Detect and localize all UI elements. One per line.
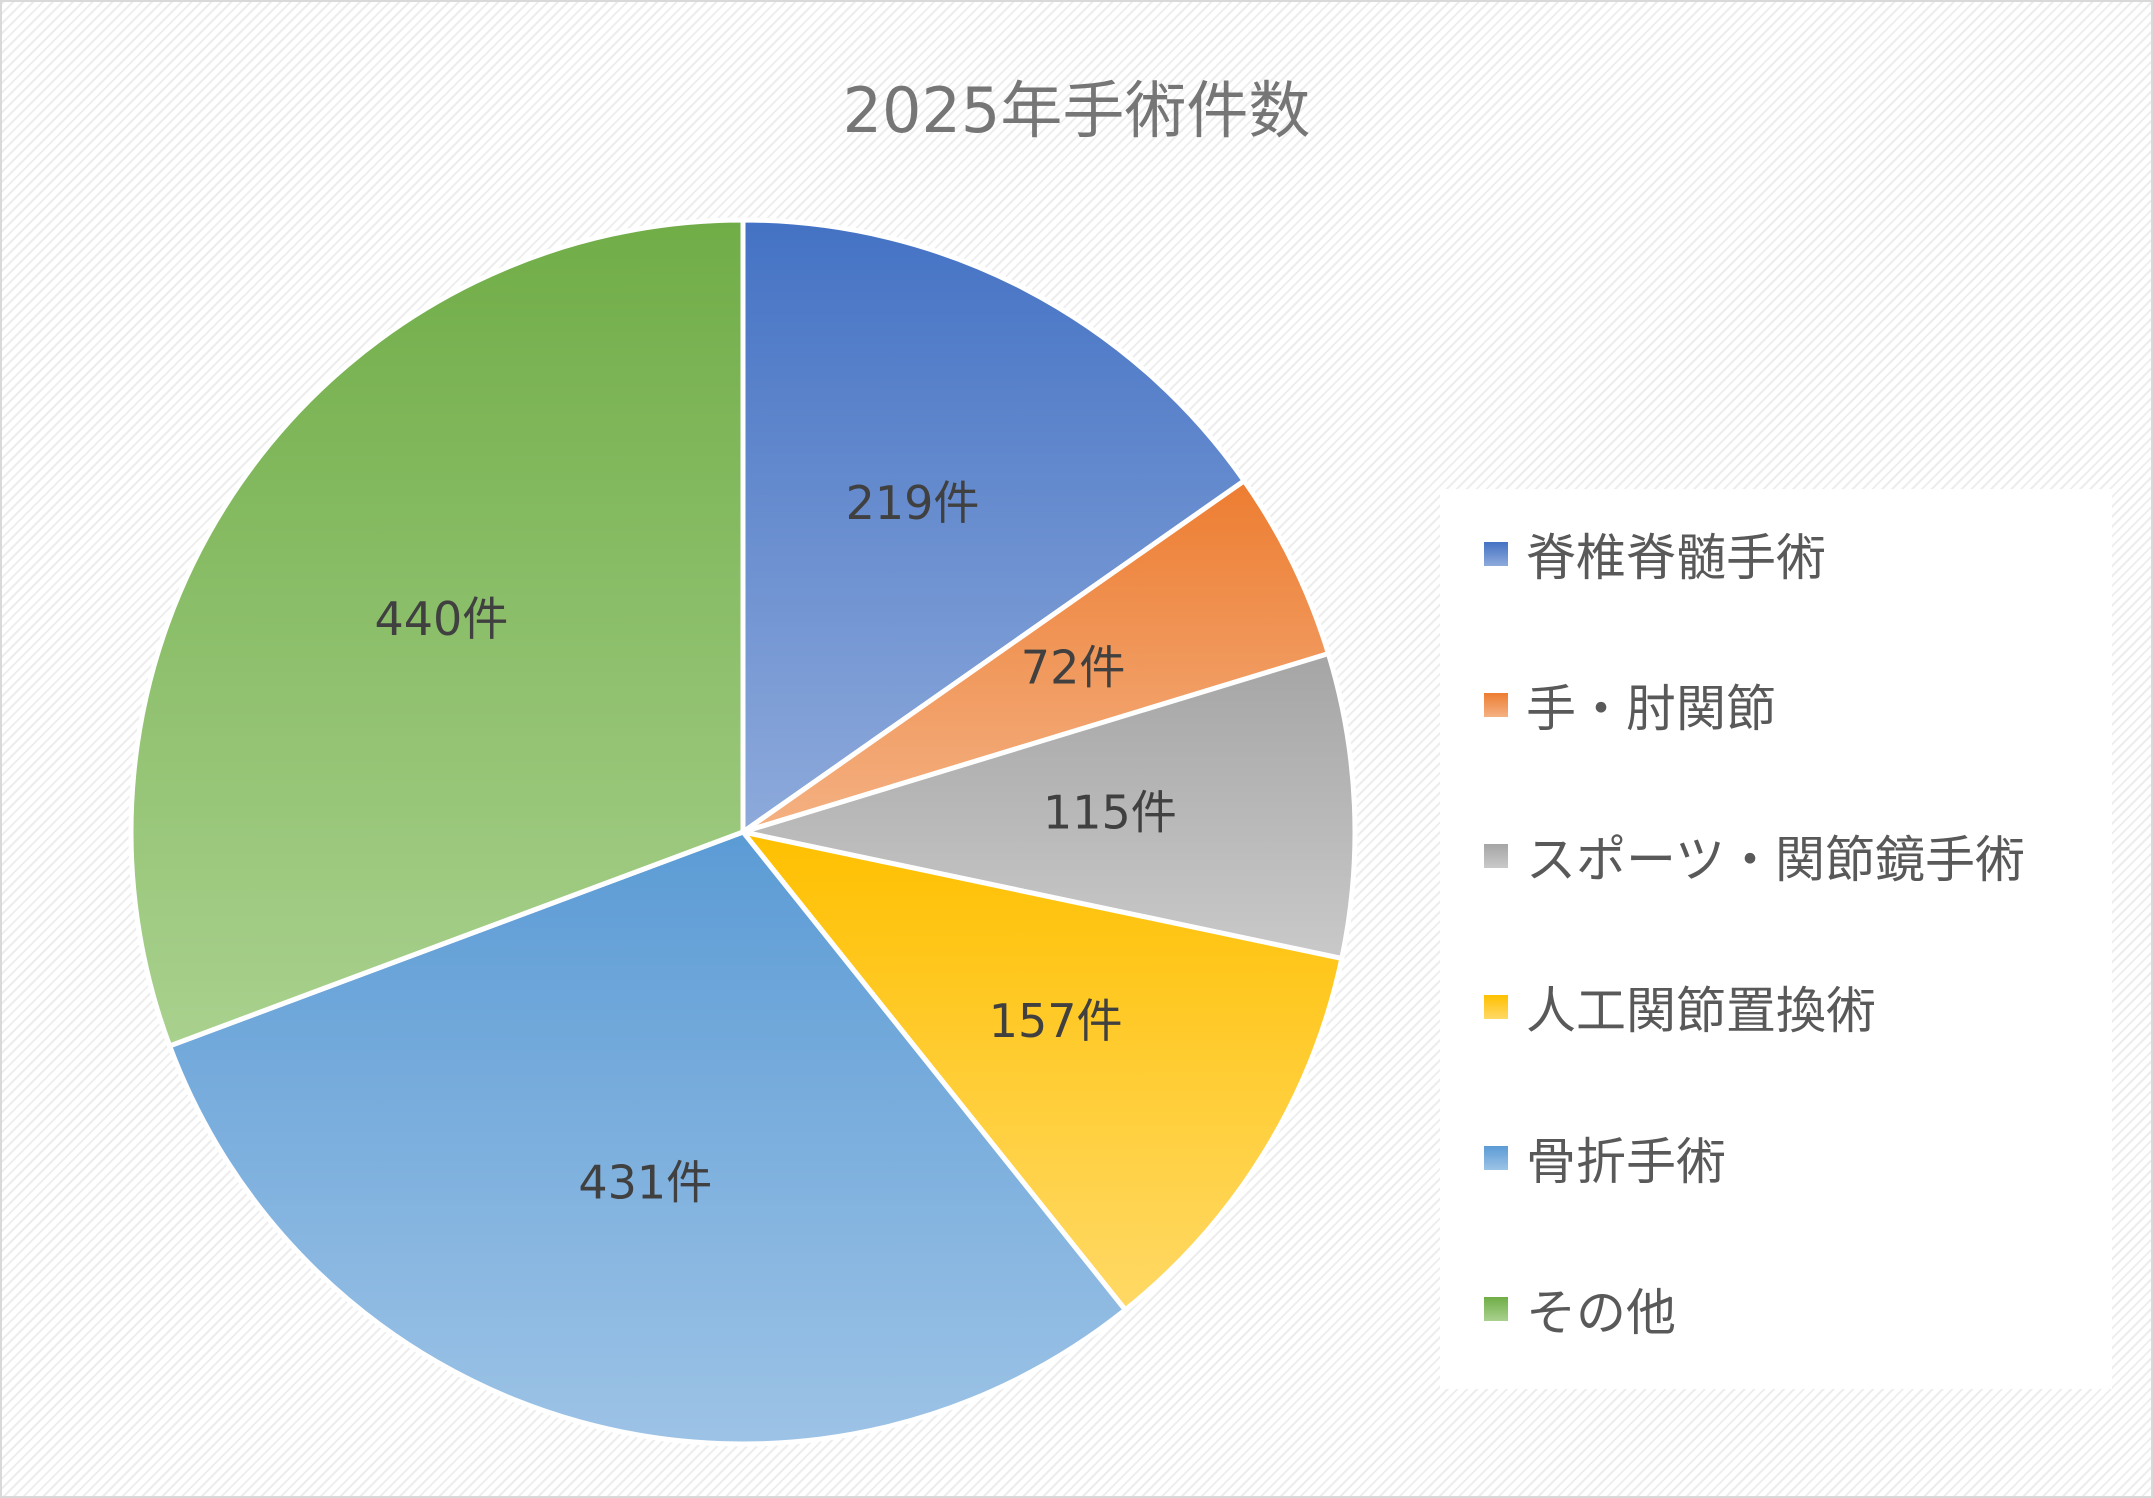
pie-slice-1 <box>740 217 1247 835</box>
legend-label: 骨折手術 <box>1526 1133 1726 1191</box>
legend-swatch <box>1484 995 1508 1019</box>
legend-label: 人工関節置換術 <box>1526 982 1876 1040</box>
data-label-2: 72件 <box>1021 641 1126 695</box>
legend-item-5: 骨折手術 <box>1484 1123 1726 1193</box>
legend-swatch <box>1484 1297 1508 1321</box>
legend-label: 手・肘関節 <box>1526 680 1776 738</box>
data-label-1: 219件 <box>846 476 980 530</box>
data-label-6: 440件 <box>374 592 508 646</box>
pie-slice-5 <box>167 829 1128 1447</box>
legend-label: 脊椎脊髄手術 <box>1526 529 1826 587</box>
pie-slice-2 <box>740 478 1331 835</box>
legend-label: その他 <box>1526 1284 1676 1342</box>
legend-swatch <box>1484 844 1508 868</box>
data-label-3: 115件 <box>1043 785 1177 839</box>
data-label-4: 157件 <box>989 994 1123 1048</box>
legend: 脊椎脊髄手術 手・肘関節スポーツ・関節鏡手術 人工関節置換術 骨折手術その他 <box>1440 489 2112 1389</box>
legend-label: スポーツ・関節鏡手術 <box>1526 831 2025 889</box>
legend-item-4: 人工関節置換術 <box>1484 972 1876 1042</box>
pie-slice-3 <box>740 651 1358 961</box>
data-label-5: 431件 <box>578 1155 712 1209</box>
pie-slice-4 <box>740 829 1345 1313</box>
legend-item-1: 脊椎脊髄手術 <box>1484 519 1826 589</box>
legend-swatch <box>1484 693 1508 717</box>
chart-title: 2025年手術件数 <box>842 74 1311 147</box>
pie-slice-6 <box>128 217 746 1049</box>
legend-swatch <box>1484 1146 1508 1170</box>
legend-item-6: その他 <box>1484 1274 1676 1344</box>
legend-item-3: スポーツ・関節鏡手術 <box>1484 821 2025 891</box>
legend-item-2: 手・肘関節 <box>1484 670 1776 740</box>
legend-swatch <box>1484 542 1508 566</box>
